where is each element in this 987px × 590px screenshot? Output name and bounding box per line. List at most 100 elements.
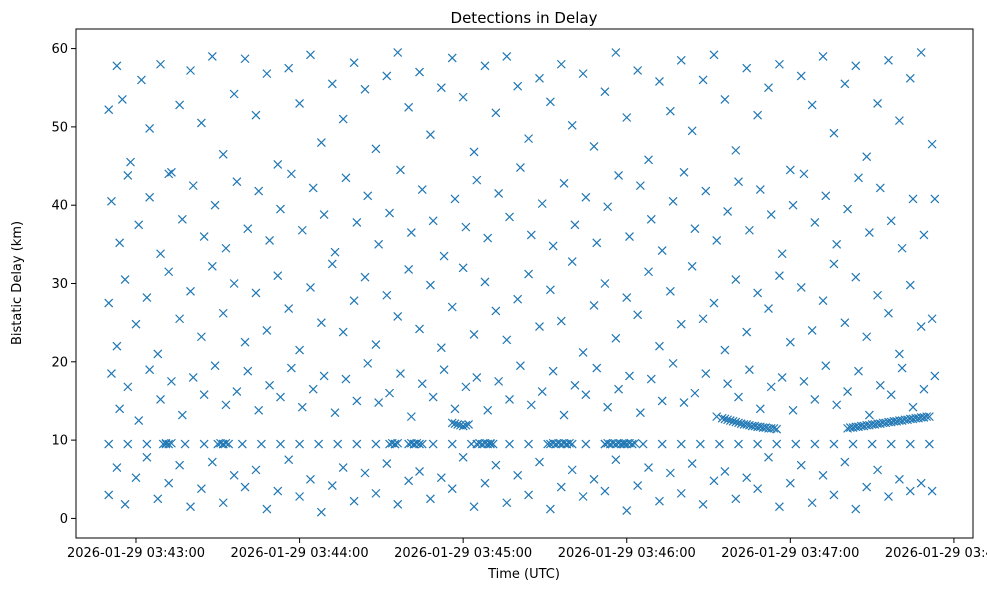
data-point: [766, 210, 776, 220]
data-point: [734, 439, 743, 449]
data-point: [483, 233, 493, 243]
data-point: [742, 420, 752, 429]
data-point: [625, 371, 634, 381]
data-point: [930, 194, 940, 204]
data-point: [829, 259, 839, 269]
data-point: [687, 126, 697, 136]
data-point: [810, 394, 820, 404]
data-point: [327, 481, 337, 490]
data-point: [502, 498, 512, 508]
data-point: [276, 392, 285, 402]
data-point: [188, 181, 198, 191]
data-point: [458, 263, 468, 273]
data-point: [633, 66, 643, 75]
data-point: [886, 439, 896, 449]
data-point: [382, 71, 392, 81]
data-point: [447, 302, 457, 312]
data-point: [112, 61, 122, 71]
data-point: [371, 144, 381, 154]
x-tick-label: 2026-01-29 03:43:00: [67, 546, 205, 561]
data-point: [363, 191, 373, 201]
data-point: [371, 439, 381, 449]
data-point: [592, 363, 602, 373]
data-point: [535, 322, 544, 331]
data-point: [472, 175, 482, 185]
data-point: [701, 369, 711, 378]
data-point: [843, 204, 853, 214]
data-point: [450, 419, 460, 429]
data-point: [207, 457, 217, 467]
data-point: [709, 298, 719, 308]
data-point: [167, 438, 176, 448]
data-point: [480, 61, 490, 71]
data-point: [633, 481, 643, 490]
data-point: [237, 439, 247, 449]
data-point: [221, 243, 231, 253]
data-point: [415, 67, 424, 77]
data-point: [436, 473, 446, 483]
y-tick-label: 30: [51, 277, 68, 292]
data-point: [526, 230, 536, 240]
data-point: [545, 504, 555, 514]
data-point: [240, 337, 250, 347]
data-point: [611, 48, 621, 57]
data-point: [145, 192, 155, 202]
data-point: [461, 420, 471, 430]
data-point: [417, 439, 427, 449]
data-point: [104, 439, 114, 449]
data-point: [428, 439, 438, 449]
data-point: [785, 478, 795, 488]
data-point: [262, 504, 272, 514]
data-point: [469, 147, 479, 157]
data-point: [243, 224, 253, 234]
data-point: [695, 439, 705, 449]
data-points: [104, 48, 940, 517]
data-point: [254, 186, 264, 196]
data-point: [469, 502, 479, 512]
data-point: [807, 498, 817, 508]
data-point: [177, 214, 187, 224]
data-point: [731, 145, 741, 155]
data-point: [180, 439, 190, 449]
data-point: [731, 275, 741, 285]
data-point: [600, 87, 610, 97]
data-point: [886, 216, 896, 226]
data-point: [665, 106, 675, 116]
data-point: [404, 102, 414, 112]
data-point: [556, 316, 566, 326]
data-point: [196, 332, 206, 342]
data-point: [687, 459, 697, 469]
data-point: [251, 465, 261, 475]
x-axis-label: Time (UTC): [487, 567, 560, 582]
data-point: [679, 167, 689, 177]
data-point: [286, 363, 296, 373]
data-point: [764, 304, 773, 313]
data-point: [164, 267, 174, 277]
data-point: [316, 318, 326, 328]
data-point: [897, 363, 907, 373]
data-point: [352, 396, 362, 406]
data-point: [788, 200, 798, 210]
data-point: [633, 310, 643, 320]
data-point: [799, 376, 809, 386]
data-point: [458, 92, 468, 102]
data-point: [873, 465, 882, 475]
data-point: [314, 439, 324, 449]
data-point: [665, 468, 675, 478]
data-point: [330, 247, 340, 257]
data-point: [385, 388, 394, 398]
data-point: [371, 488, 381, 498]
data-point: [884, 55, 893, 65]
x-tick-label: 2026-01-29 03:48:00: [885, 546, 987, 561]
data-point: [480, 277, 490, 287]
data-point: [363, 358, 373, 368]
data-point: [916, 478, 926, 488]
data-point: [731, 417, 741, 427]
data-point: [545, 97, 555, 107]
data-point: [927, 139, 937, 149]
x-tick-label: 2026-01-29 03:44:00: [231, 546, 369, 561]
data-point: [905, 439, 915, 449]
data-point: [265, 380, 275, 390]
data-point: [712, 412, 722, 422]
data-point: [690, 224, 700, 234]
